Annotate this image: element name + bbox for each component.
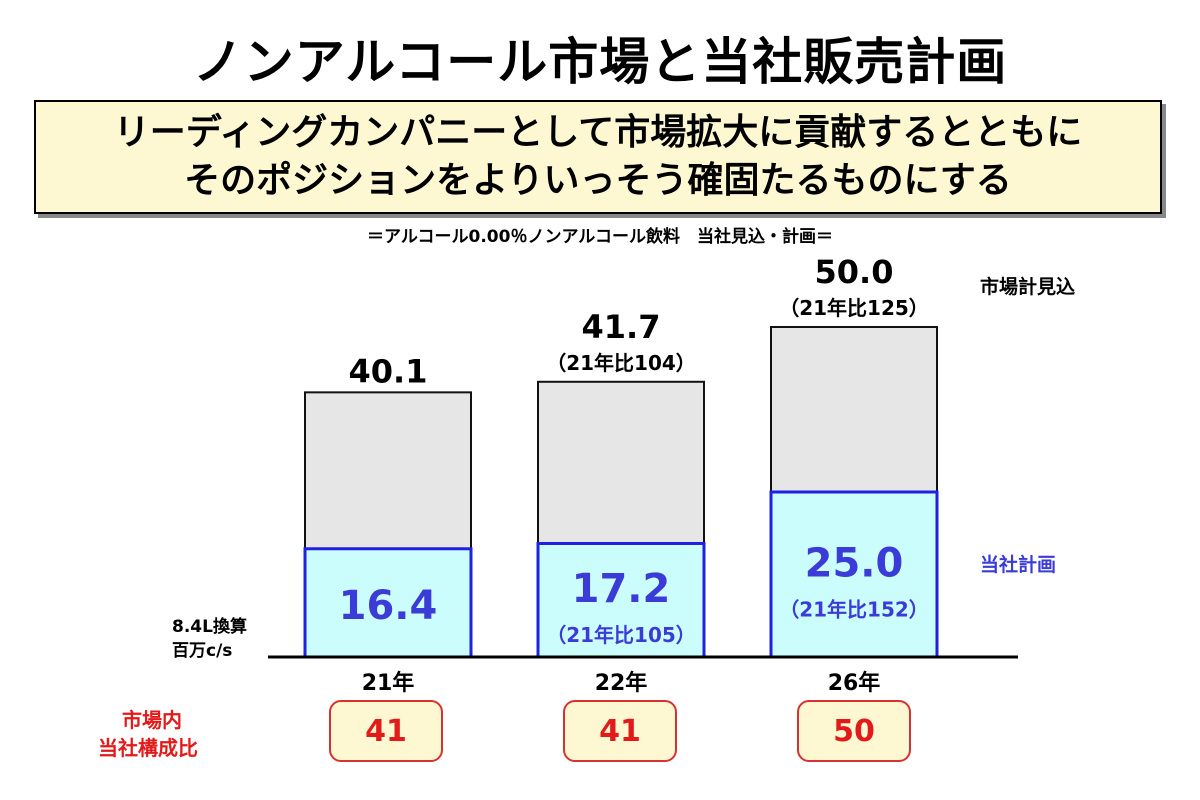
chart-note: ＝アルコール0.00％ノンアルコール飲料 当社見込・計画＝ bbox=[367, 227, 833, 247]
market-ratio-label-2: （21年比125） bbox=[779, 296, 929, 320]
x-tick-label-1: 22年 bbox=[595, 670, 648, 696]
unit-label-1: 8.4L換算 bbox=[172, 617, 247, 637]
company-value-label-1: 17.2 bbox=[572, 566, 671, 612]
page-title: ノンアルコール市場と当社販売計画 bbox=[192, 33, 1008, 91]
company-ratio-label-2: （21年比152） bbox=[779, 598, 929, 622]
banner-line-1: リーディングカンパニーとして市場拡大に貢献するとともに bbox=[113, 112, 1083, 153]
banner-line-2: そのポジションをよりいっそう確固たるものにする bbox=[184, 160, 1012, 201]
company-bar-1 bbox=[536, 541, 706, 659]
market-value-label-1: 41.7 bbox=[582, 308, 661, 346]
market-value-label-2: 50.0 bbox=[815, 253, 894, 291]
market-value-label-0: 40.1 bbox=[349, 352, 428, 390]
share-box-22: 41 bbox=[563, 700, 677, 762]
market-ratio-label-1: （21年比104） bbox=[546, 351, 696, 375]
share-label-2: 当社構成比 bbox=[98, 736, 198, 760]
share-label-1: 市場内 bbox=[122, 708, 182, 732]
company-bar-0 bbox=[303, 547, 473, 659]
x-tick-label-2: 26年 bbox=[828, 670, 881, 696]
x-tick-label-0: 21年 bbox=[362, 670, 415, 696]
share-box-26: 50 bbox=[797, 700, 911, 762]
share-box-21: 41 bbox=[329, 700, 443, 762]
unit-label-2: 百万c/s bbox=[172, 641, 233, 661]
company-ratio-label-1: （21年比105） bbox=[546, 623, 696, 647]
company-value-label-0: 16.4 bbox=[339, 583, 438, 629]
legend-company: 当社計画 bbox=[980, 554, 1057, 576]
company-value-label-2: 25.0 bbox=[805, 541, 904, 587]
headline-banner: リーディングカンパニーとして市場拡大に貢献するとともに そのポジションをよりいっ… bbox=[34, 100, 1162, 214]
legend-market: 市場計見込 bbox=[980, 276, 1076, 298]
